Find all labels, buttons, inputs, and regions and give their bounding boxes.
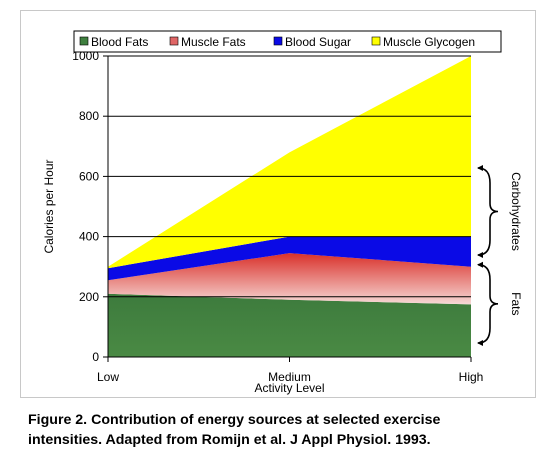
bracket-arrow-bottom-fats [477, 340, 483, 346]
y-tick-label-0: 0 [92, 350, 99, 364]
legend-label-muscle-fats: Muscle Fats [181, 35, 246, 49]
y-axis-title: Calories per Hour [42, 159, 56, 253]
bracket-arrow-top-fats [477, 261, 483, 268]
area-muscle-glycogen [108, 56, 471, 269]
y-tick-label-200: 200 [79, 290, 99, 304]
area-muscle-fats [108, 253, 471, 305]
x-tick-label-high: High [459, 370, 484, 384]
legend-swatch-muscle-fats [169, 36, 179, 46]
annotations: Carbohydrates Fats [477, 165, 523, 346]
stacked-areas [108, 56, 471, 357]
bracket-fats [477, 263, 499, 344]
legend-label-blood-sugar: Blood Sugar [285, 35, 351, 49]
legend-item-blood-fats: Blood Fats [79, 35, 148, 49]
figure-caption: Figure 2. Contribution of energy sources… [28, 410, 548, 450]
legend-swatch-muscle-glycogen [371, 36, 381, 46]
x-tick-label-medium: Medium [268, 370, 311, 384]
bracket-arrow-top-carbohydrates [477, 165, 483, 171]
legend-item-blood-sugar: Blood Sugar [273, 35, 351, 49]
area-blood-fats [108, 293, 471, 357]
y-tick-label-800: 800 [79, 109, 99, 123]
legend-box [73, 30, 502, 53]
area-blood-sugar [108, 236, 471, 281]
gridlines [108, 55, 471, 298]
x-tick-label-low: Low [97, 370, 119, 384]
legend-swatch-blood-sugar [273, 36, 283, 46]
x-axis-title: Activity Level [254, 381, 324, 395]
bracket-carbohydrates [477, 167, 499, 256]
x-tick-labels: Low Medium High [97, 357, 483, 384]
y-tick-label-400: 400 [79, 230, 99, 244]
legend: Blood Fats Muscle Fats Blood Sugar Muscle G… [73, 30, 502, 53]
legend-label-muscle-glycogen: Muscle Glycogen [383, 35, 475, 49]
legend-item-muscle-glycogen: Muscle Glycogen [371, 35, 475, 49]
legend-item-muscle-fats: Muscle Fats [169, 35, 246, 49]
annotation-label-carbohydrates: Carbohydrates [509, 172, 523, 251]
caption-line-2: intensities. Adapted from Romijn et al. … [28, 432, 431, 448]
legend-swatch-blood-fats [79, 36, 89, 46]
annotation-label-fats: Fats [509, 292, 523, 315]
caption-line-1: Figure 2. Contribution of energy sources… [28, 412, 441, 428]
bracket-arrow-bottom-carbohydrates [477, 252, 483, 258]
y-tick-label-600: 600 [79, 169, 99, 183]
legend-label-blood-fats: Blood Fats [91, 35, 148, 49]
